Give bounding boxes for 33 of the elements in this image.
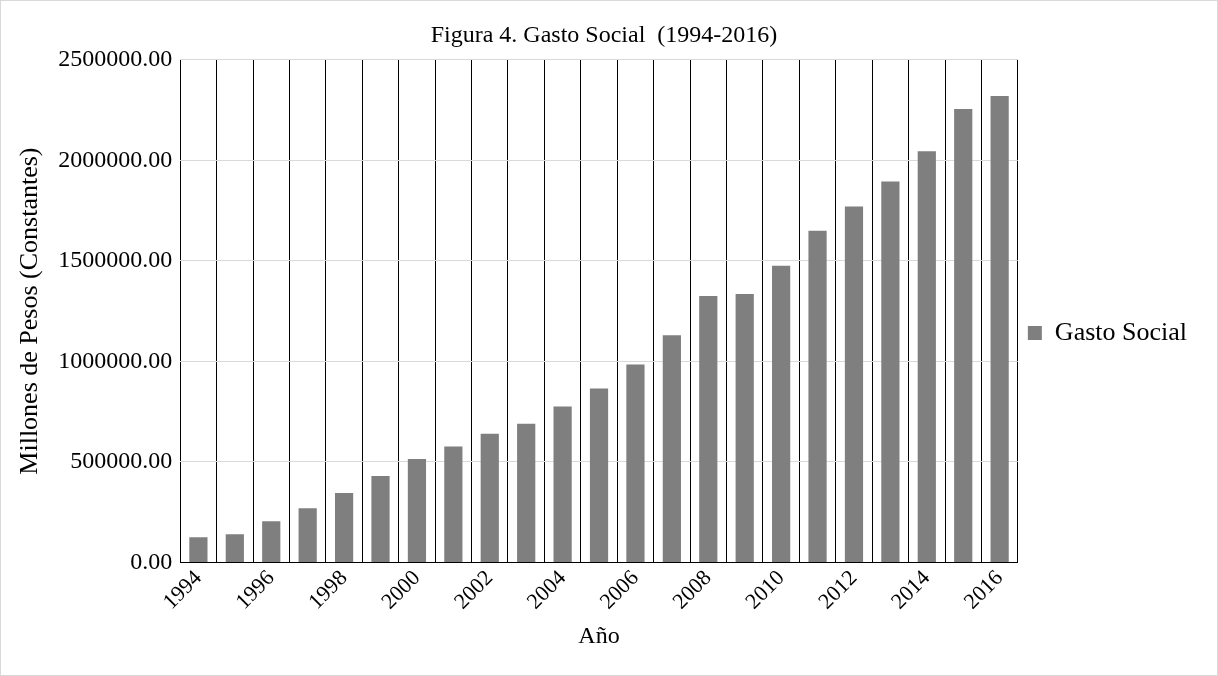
bar xyxy=(407,458,427,562)
bar xyxy=(990,95,1009,562)
y-axis-title: Millones de Pesos (Constantes) xyxy=(14,147,44,475)
y-tick-label: 1000000.00 xyxy=(58,346,173,373)
bar xyxy=(517,423,536,562)
bar xyxy=(626,364,645,562)
bar xyxy=(662,335,681,562)
bar xyxy=(298,508,317,562)
bar xyxy=(699,296,718,562)
bar xyxy=(371,475,390,562)
chart-title: Figura 4. Gasto Social (1994-2016) xyxy=(430,20,778,47)
bar xyxy=(917,151,936,562)
bar xyxy=(772,265,791,562)
bar xyxy=(262,521,281,562)
bar xyxy=(881,181,900,562)
y-tick-label: 1500000.00 xyxy=(58,246,173,273)
y-tick-label: 2500000.00 xyxy=(58,45,173,72)
bar xyxy=(480,433,499,562)
y-tick-label: 2000000.00 xyxy=(58,145,173,172)
x-axis-title: Año xyxy=(578,621,620,648)
bar xyxy=(735,294,754,562)
bar xyxy=(444,446,463,562)
y-tick-label: 0.00 xyxy=(130,547,173,574)
bar xyxy=(954,109,973,562)
bar xyxy=(808,230,827,562)
bar xyxy=(189,537,208,562)
bar xyxy=(589,388,609,562)
bar xyxy=(844,206,864,562)
legend-label: Gasto Social xyxy=(1054,316,1188,346)
bar xyxy=(225,534,244,562)
bar xyxy=(553,406,572,562)
y-tick-label: 500000.00 xyxy=(70,447,173,474)
bar xyxy=(334,493,354,562)
